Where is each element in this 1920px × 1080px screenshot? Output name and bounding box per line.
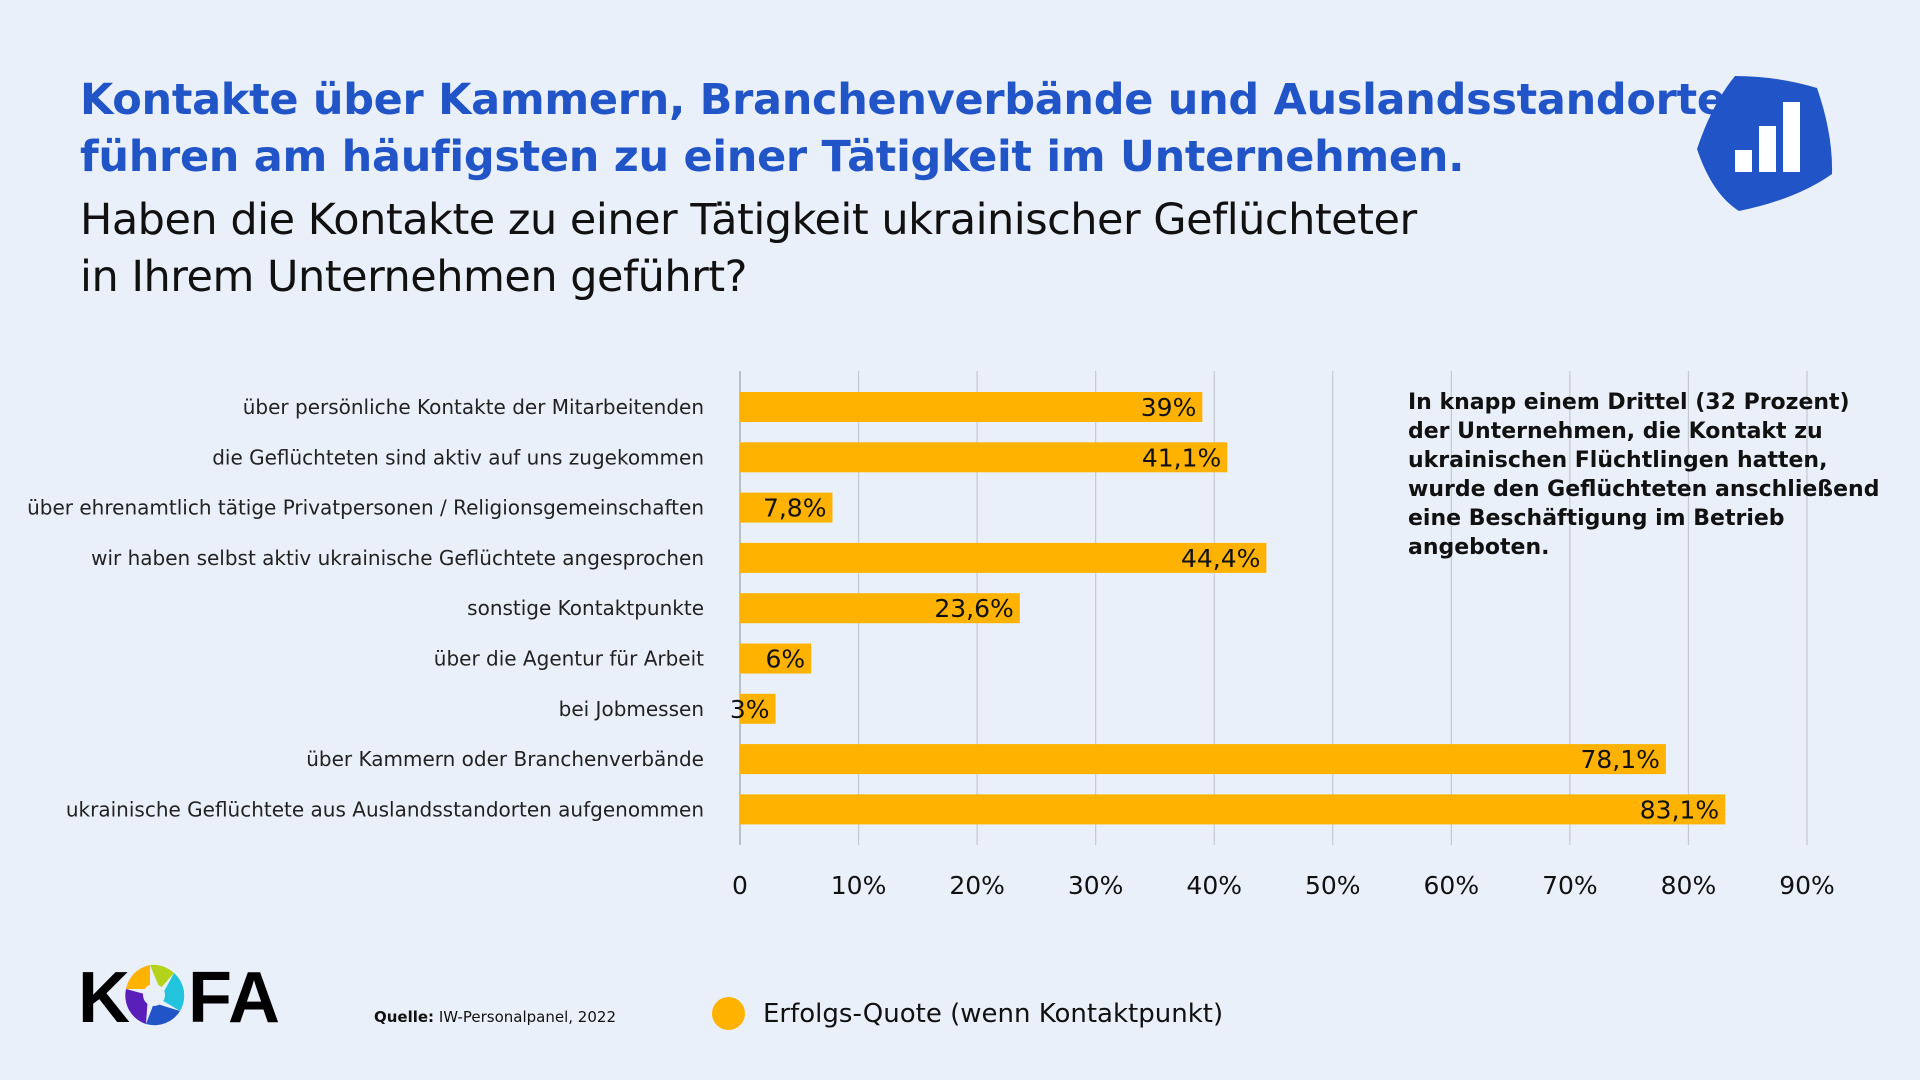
data-label: 44,4%: [1181, 544, 1260, 573]
legend-swatch: [712, 997, 745, 1030]
data-label: 23,6%: [934, 594, 1013, 623]
svg-text:K: K: [78, 960, 130, 1030]
title-line: Kontakte über Kammern, Branchenverbände …: [80, 75, 1726, 125]
data-label: 41,1%: [1142, 443, 1221, 472]
category-label: über persönliche Kontakte der Mitarbeite…: [243, 395, 704, 419]
bar: [740, 794, 1726, 825]
source-note: Quelle: IW-Personalpanel, 2022: [374, 1008, 616, 1026]
chart-title: Kontakte über Kammern, Branchenverbände …: [80, 72, 1726, 186]
x-tick-label: 40%: [1186, 871, 1242, 900]
x-tick-label: 80%: [1661, 871, 1717, 900]
category-label: bei Jobmessen: [559, 697, 704, 721]
bar: [740, 392, 1203, 422]
x-tick-label: 60%: [1424, 871, 1480, 900]
source-label: Quelle:: [374, 1008, 435, 1026]
bar: [740, 744, 1666, 775]
annotation-line: der Unternehmen, die Kontakt zu: [1408, 419, 1823, 444]
svg-text:FA: FA: [188, 960, 278, 1030]
bar-chart-icon: [1697, 76, 1833, 211]
annotation-line: wurde den Geflüchteten anschließend: [1408, 477, 1880, 502]
x-tick-label: 90%: [1779, 871, 1835, 900]
category-label: ukrainische Geflüchtete aus Auslandsstan…: [66, 797, 704, 821]
category-label: über ehrenamtlich tätige Privatpersonen …: [27, 496, 704, 520]
subtitle-line: Haben die Kontakte zu einer Tätigkeit uk…: [80, 195, 1417, 245]
x-tick-label: 30%: [1068, 871, 1124, 900]
category-label: über Kammern oder Branchenverbände: [306, 747, 704, 771]
kofa-logo: K FA: [78, 960, 278, 1030]
bar: [740, 693, 776, 724]
category-label: die Geflüchteten sind aktiv auf uns zuge…: [212, 445, 704, 469]
annotation-line: In knapp einem Drittel (32 Prozent): [1408, 390, 1850, 415]
annotation-line: ukrainischen Flüchtlingen hatten,: [1408, 448, 1828, 473]
data-label: 6%: [765, 645, 805, 674]
chart-subtitle: Haben die Kontakte zu einer Tätigkeit uk…: [80, 192, 1417, 306]
bar: [740, 643, 812, 674]
data-label: 7,8%: [763, 494, 827, 523]
subtitle-line: in Ihrem Unternehmen geführt?: [80, 252, 747, 302]
bar: [740, 593, 1020, 624]
x-tick-label: 0: [732, 871, 748, 900]
data-label: 78,1%: [1580, 745, 1659, 774]
category-label: über die Agentur für Arbeit: [434, 647, 704, 671]
annotation-text: In knapp einem Drittel (32 Prozent) der …: [1408, 388, 1879, 562]
x-tick-label: 10%: [831, 871, 887, 900]
legend-label: Erfolgs-Quote (wenn Kontaktpunkt): [763, 998, 1224, 1029]
category-label: sonstige Kontaktpunkte: [467, 596, 704, 620]
annotation-line: angeboten.: [1408, 535, 1550, 560]
data-label: 83,1%: [1640, 795, 1719, 824]
bar: [740, 442, 1228, 473]
bar: [740, 542, 1267, 573]
x-tick-label: 50%: [1305, 871, 1361, 900]
x-tick-label: 70%: [1542, 871, 1598, 900]
data-label: 3%: [730, 695, 770, 724]
category-label: wir haben selbst aktiv ukrainische Geflü…: [91, 546, 704, 570]
x-tick-label: 20%: [949, 871, 1005, 900]
legend: Erfolgs-Quote (wenn Kontaktpunkt): [712, 997, 1223, 1030]
annotation-line: eine Beschäftigung im Betrieb: [1408, 506, 1785, 531]
data-label: 39%: [1141, 393, 1197, 422]
source-text: IW-Personalpanel, 2022: [434, 1008, 616, 1026]
title-line: führen am häufigsten zu einer Tätigkeit …: [80, 132, 1465, 182]
bar: [740, 492, 833, 523]
